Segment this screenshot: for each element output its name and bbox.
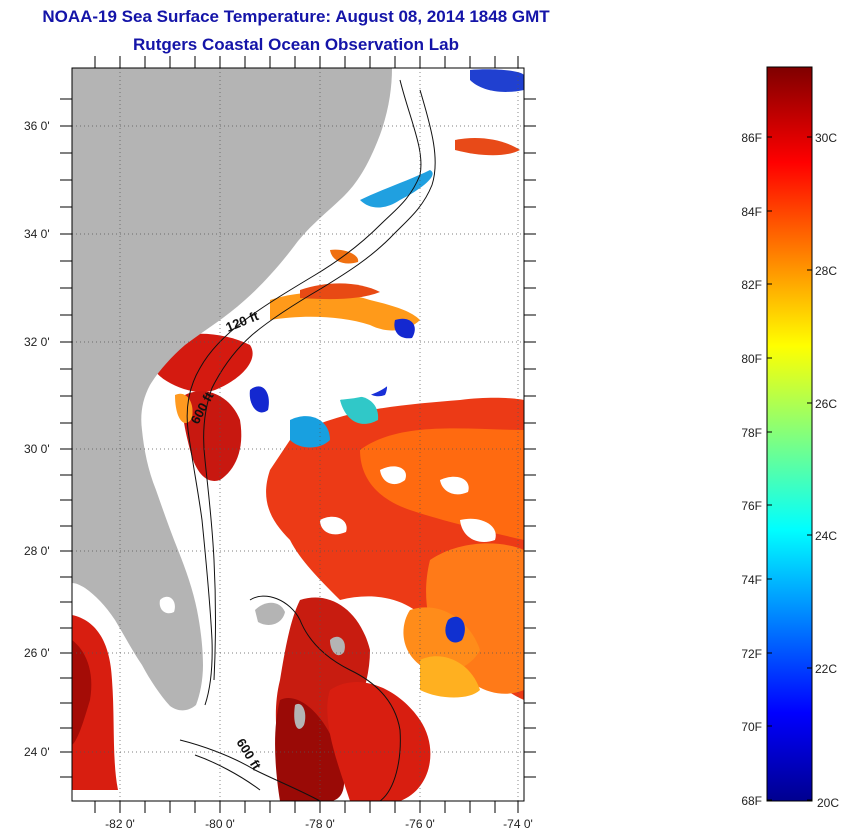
colorbar-f-label: 84F [741,205,762,219]
colorbar-f-label: 86F [741,131,762,145]
lat-label: 32 0' [24,335,50,349]
lake-okeechobee [159,596,175,614]
map-panel: 24 0' 26 0' 28 0' 30 0' 32 0' 34 0' 36 0… [24,56,536,831]
lon-label: -80 0' [205,817,235,831]
lon-label: -74 0' [503,817,533,831]
colorbar-c-label: 28C [815,264,837,278]
island [294,703,306,729]
lon-label: -82 0' [105,817,135,831]
lat-label: 26 0' [24,646,50,660]
lat-label: 28 0' [24,544,50,558]
colorbar-c-label: 20C [817,796,839,810]
tick-marks [60,56,536,813]
colorbar-c-label: 26C [815,397,837,411]
map-subtitle: Rutgers Coastal Ocean Observation Lab [133,35,459,54]
land-mass [72,68,392,711]
lat-label: 36 0' [24,119,50,133]
colorbar-f-label: 74F [741,573,762,587]
map-frame [71,67,525,802]
colorbar-f-label: 82F [741,278,762,292]
lat-label: 24 0' [24,745,50,759]
lat-label: 30 0' [24,442,50,456]
colorbar: 68F 70F 72F 74F 76F 78F 80F 82F 84F 86F … [741,66,839,810]
graticule [72,68,524,801]
colorbar-f-label: 80F [741,352,762,366]
lat-label: 34 0' [24,227,50,241]
map-title: NOAA-19 Sea Surface Temperature: August … [42,7,550,26]
colorbar-c-label: 22C [815,662,837,676]
sst-field [72,69,524,801]
island [255,602,285,625]
colorbar-c-label: 24C [815,529,837,543]
island [330,636,345,656]
colorbar-f-label: 78F [741,426,762,440]
colorbar-scale [766,66,813,802]
depth-contours [179,79,436,801]
colorbar-c-label: 30C [815,131,837,145]
colorbar-f-label: 68F [741,794,762,808]
colorbar-f-label: 76F [741,499,762,513]
colorbar-f-label: 72F [741,647,762,661]
lon-label: -76 0' [405,817,435,831]
lon-label: -78 0' [305,817,335,831]
colorbar-f-label: 70F [741,720,762,734]
